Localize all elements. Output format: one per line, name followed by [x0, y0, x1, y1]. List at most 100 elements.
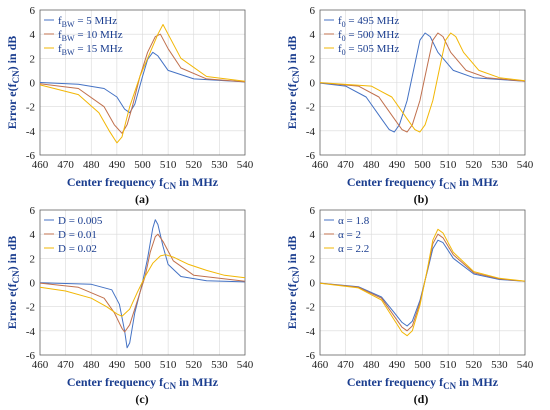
y-tick-label: 4: [310, 29, 316, 41]
legend-entry: fBW = 5 MHz: [58, 15, 117, 29]
y-tick-label: 2: [310, 53, 316, 65]
y-tick-label: -2: [306, 302, 315, 314]
legend-entry: f0 = 500 MHz: [338, 29, 399, 43]
x-tick-label: 520: [466, 159, 483, 171]
x-axis-label: Center frequency fCN in MHz: [67, 375, 219, 391]
x-tick-label: 510: [440, 159, 457, 171]
panel-label: (b): [414, 192, 429, 206]
y-tick-label: -4: [26, 326, 36, 338]
y-tick-label: -6: [306, 350, 316, 362]
x-tick-label: 460: [312, 359, 329, 371]
x-tick-label: 540: [517, 159, 534, 171]
x-axis-label: Center frequency fCN in MHz: [67, 175, 219, 191]
x-tick-label: 540: [237, 159, 254, 171]
y-tick-label: 0: [30, 78, 36, 90]
x-tick-label: 530: [491, 359, 508, 371]
y-tick-label: 2: [30, 53, 36, 65]
x-tick-label: 530: [211, 359, 228, 371]
legend-entry: D = 0.005: [58, 215, 103, 227]
x-tick-label: 460: [32, 359, 49, 371]
x-tick-label: 470: [57, 359, 74, 371]
series-line: [39, 219, 246, 349]
chart-panel: 460 470 480 490 500 510 520 530 540 -6 -4 -2 0 2 4 6 Cen…: [285, 5, 534, 206]
x-tick-label: 500: [414, 159, 431, 171]
legend-entry: f0 = 505 MHz: [338, 43, 399, 57]
x-tick-label: 530: [211, 159, 228, 171]
y-tick-label: -2: [26, 102, 35, 114]
chart-panel: 460 470 480 490 500 510 520 530 540 -6 -4 -2 0 2 4 6 Cen…: [5, 205, 254, 406]
chart-panel: 460 470 480 490 500 510 520 530 540 -6 -4 -2 0 2 4 6 Cen…: [285, 205, 534, 406]
legend-entry: α = 2.2: [338, 243, 369, 255]
y-tick-label: -2: [306, 102, 315, 114]
y-axis-label: Error e(fCN) in dB: [5, 236, 21, 330]
x-tick-label: 470: [337, 159, 354, 171]
y-tick-label: -4: [306, 326, 316, 338]
x-tick-label: 470: [337, 359, 354, 371]
x-tick-label: 480: [363, 159, 380, 171]
x-tick-label: 500: [134, 359, 151, 371]
x-tick-label: 500: [134, 159, 151, 171]
y-tick-label: 0: [30, 278, 36, 290]
y-tick-label: 4: [310, 229, 316, 241]
y-tick-label: 2: [30, 253, 36, 265]
plot-frame: [319, 209, 526, 356]
x-axis-label: Center frequency fCN in MHz: [347, 175, 499, 191]
legend-entry: D = 0.01: [58, 229, 97, 241]
y-tick-label: -6: [26, 150, 36, 162]
plot-frame: [39, 209, 246, 356]
series-line: [39, 51, 246, 114]
x-tick-label: 490: [389, 359, 406, 371]
x-axis-label: Center frequency fCN in MHz: [347, 375, 499, 391]
y-tick-label: -6: [306, 150, 316, 162]
y-tick-label: -6: [26, 350, 36, 362]
legend-entry: fBW = 15 MHz: [58, 43, 123, 57]
x-tick-label: 490: [109, 159, 126, 171]
panel-label: (c): [135, 392, 148, 406]
y-axis-label: Error e(fCN) in dB: [285, 36, 301, 130]
series-line: [39, 24, 246, 144]
x-tick-label: 520: [186, 159, 203, 171]
y-tick-label: 4: [30, 229, 36, 241]
y-axis-label: Error e(fCN) in dB: [5, 36, 21, 130]
x-tick-label: 540: [237, 359, 254, 371]
x-tick-label: 510: [160, 359, 177, 371]
panel-label: (a): [135, 192, 149, 206]
legend-entry: f0 = 495 MHz: [338, 15, 399, 29]
x-tick-label: 480: [363, 359, 380, 371]
x-tick-label: 530: [491, 159, 508, 171]
series-line: [319, 32, 526, 133]
x-tick-label: 460: [32, 159, 49, 171]
x-tick-label: 490: [389, 159, 406, 171]
x-tick-label: 490: [109, 359, 126, 371]
y-tick-label: -4: [306, 126, 316, 138]
y-tick-label: 2: [310, 253, 316, 265]
x-tick-label: 510: [160, 159, 177, 171]
legend-entry: fBW = 10 MHz: [58, 29, 123, 43]
legend-entry: α = 2: [338, 229, 361, 241]
y-tick-label: -2: [26, 302, 35, 314]
chart-panel: 460 470 480 490 500 510 520 530 540 -6 -4 -2 0 2 4 6 Cen…: [5, 5, 254, 206]
series-line: [39, 233, 246, 333]
y-tick-label: 6: [30, 5, 36, 17]
y-tick-label: 6: [30, 205, 36, 217]
y-tick-label: 0: [310, 78, 316, 90]
y-tick-label: 0: [310, 278, 316, 290]
y-tick-label: 4: [30, 29, 36, 41]
x-tick-label: 520: [186, 359, 203, 371]
panel-label: (d): [414, 392, 429, 406]
x-tick-label: 480: [83, 359, 100, 371]
plot-frame: [319, 9, 526, 156]
x-tick-label: 480: [83, 159, 100, 171]
x-tick-label: 510: [440, 359, 457, 371]
y-tick-label: -4: [26, 126, 36, 138]
x-tick-label: 470: [57, 159, 74, 171]
legend-entry: D = 0.02: [58, 243, 97, 255]
x-tick-label: 500: [414, 359, 431, 371]
x-tick-label: 540: [517, 359, 534, 371]
series-line: [319, 32, 526, 133]
x-tick-label: 520: [466, 359, 483, 371]
series-line: [319, 228, 526, 337]
legend-entry: α = 1.8: [338, 215, 370, 227]
series-line: [319, 32, 526, 133]
